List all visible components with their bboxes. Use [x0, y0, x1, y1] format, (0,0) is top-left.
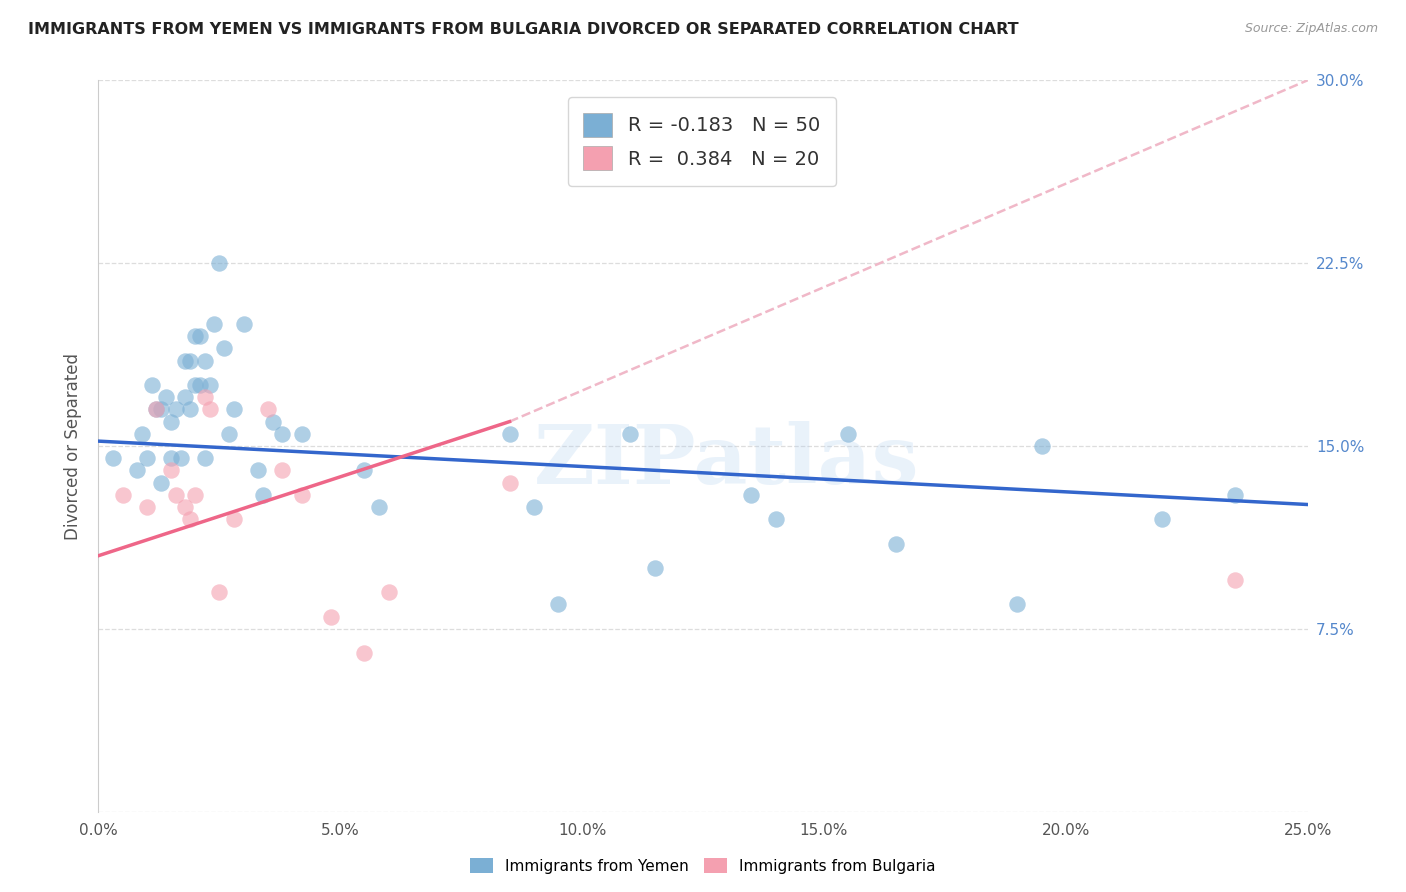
- Point: [198, 378, 221, 392]
- Point: [141, 378, 163, 392]
- Point: [194, 451, 217, 466]
- Point: [208, 256, 231, 270]
- Point: [174, 500, 197, 514]
- Text: IMMIGRANTS FROM YEMEN VS IMMIGRANTS FROM BULGARIA DIVORCED OR SEPARATED CORRELAT: IMMIGRANTS FROM YEMEN VS IMMIGRANTS FROM…: [28, 22, 1019, 37]
- Point: [111, 488, 134, 502]
- Point: [184, 329, 207, 343]
- Point: [377, 585, 399, 599]
- Point: [179, 353, 201, 368]
- Point: [150, 475, 173, 490]
- Point: [319, 609, 342, 624]
- Point: [232, 317, 254, 331]
- Point: [1223, 488, 1246, 502]
- Point: [212, 342, 235, 356]
- Point: [252, 488, 274, 502]
- Point: [174, 390, 197, 404]
- Point: [353, 463, 375, 477]
- Point: [194, 390, 217, 404]
- Point: [1031, 439, 1053, 453]
- Point: [155, 390, 177, 404]
- Point: [135, 451, 157, 466]
- Point: [740, 488, 762, 502]
- Point: [256, 402, 278, 417]
- Point: [160, 463, 183, 477]
- Point: [218, 426, 240, 441]
- Point: [290, 488, 312, 502]
- Point: [188, 329, 211, 343]
- Point: [160, 415, 183, 429]
- Point: [165, 488, 187, 502]
- Point: [523, 500, 546, 514]
- Legend: Immigrants from Yemen, Immigrants from Bulgaria: Immigrants from Yemen, Immigrants from B…: [464, 852, 942, 880]
- Point: [150, 402, 173, 417]
- Point: [644, 561, 666, 575]
- Point: [127, 463, 149, 477]
- Point: [101, 451, 124, 466]
- Point: [271, 463, 294, 477]
- Point: [271, 426, 294, 441]
- Point: [247, 463, 270, 477]
- Point: [184, 378, 207, 392]
- Point: [498, 475, 520, 490]
- Point: [619, 426, 641, 441]
- Point: [198, 402, 221, 417]
- Point: [290, 426, 312, 441]
- Point: [222, 512, 245, 526]
- Point: [165, 402, 187, 417]
- Y-axis label: Divorced or Separated: Divorced or Separated: [65, 352, 83, 540]
- Point: [188, 378, 211, 392]
- Text: ZIPatlas: ZIPatlas: [534, 421, 920, 500]
- Point: [204, 317, 226, 331]
- Point: [184, 488, 207, 502]
- Point: [1152, 512, 1174, 526]
- Point: [547, 598, 569, 612]
- Point: [179, 512, 201, 526]
- Point: [194, 353, 217, 368]
- Text: Source: ZipAtlas.com: Source: ZipAtlas.com: [1244, 22, 1378, 36]
- Point: [131, 426, 153, 441]
- Point: [222, 402, 245, 417]
- Point: [498, 426, 520, 441]
- Point: [160, 451, 183, 466]
- Point: [1223, 573, 1246, 587]
- Point: [208, 585, 231, 599]
- Point: [837, 426, 859, 441]
- Point: [1007, 598, 1029, 612]
- Point: [368, 500, 391, 514]
- Point: [886, 536, 908, 550]
- Point: [765, 512, 787, 526]
- Point: [174, 353, 197, 368]
- Point: [179, 402, 201, 417]
- Legend: R = -0.183   N = 50, R =  0.384   N = 20: R = -0.183 N = 50, R = 0.384 N = 20: [568, 97, 835, 186]
- Point: [145, 402, 167, 417]
- Point: [262, 415, 284, 429]
- Point: [135, 500, 157, 514]
- Point: [169, 451, 191, 466]
- Point: [145, 402, 167, 417]
- Point: [353, 646, 375, 660]
